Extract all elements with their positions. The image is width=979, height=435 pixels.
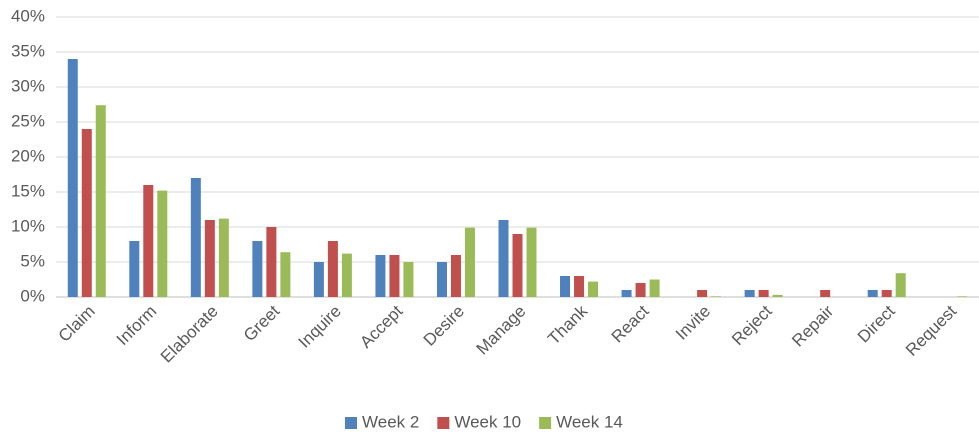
bar	[758, 290, 769, 297]
bar	[464, 227, 475, 297]
legend-label: Week 2	[362, 412, 419, 431]
bar	[252, 241, 263, 297]
x-tick-label: Invite	[672, 302, 714, 344]
bar	[512, 234, 523, 297]
x-tick-label: Inform	[113, 302, 161, 350]
bar	[81, 129, 92, 297]
legend-swatch	[345, 417, 357, 429]
bar	[772, 294, 783, 297]
x-tick-label: Request	[902, 301, 960, 359]
y-tick-label: 0%	[20, 286, 45, 305]
legend-swatch	[539, 417, 552, 429]
x-tick-label: Elaborate	[157, 302, 222, 367]
bar	[95, 105, 106, 297]
bar	[621, 290, 632, 297]
bar	[957, 296, 968, 297]
bar	[389, 255, 400, 297]
x-tick-label: Greet	[240, 301, 284, 345]
legend-label: Week 14	[556, 412, 623, 431]
bar	[67, 59, 78, 297]
bar	[266, 227, 277, 297]
y-tick-label: 35%	[11, 41, 45, 60]
y-tick-label: 5%	[20, 251, 45, 270]
bar	[560, 276, 571, 297]
bar	[341, 253, 352, 297]
bar	[450, 255, 461, 297]
bar	[280, 252, 291, 297]
bar	[711, 296, 722, 297]
y-tick-label: 20%	[11, 146, 45, 165]
bar	[157, 190, 168, 297]
bar	[313, 262, 324, 297]
x-tick-label: Repair	[788, 301, 837, 350]
bar	[327, 241, 338, 297]
bar	[204, 220, 215, 297]
bar	[588, 281, 599, 297]
bar	[867, 290, 878, 297]
y-tick-label: 10%	[11, 216, 45, 235]
y-tick-label: 15%	[11, 181, 45, 200]
bar	[649, 279, 660, 297]
x-tick-label: Reject	[728, 301, 776, 349]
bar	[190, 178, 201, 297]
y-tick-label: 25%	[11, 111, 45, 130]
bar	[436, 262, 447, 297]
legend-label: Week 10	[454, 412, 521, 431]
y-tick-label: 30%	[11, 76, 45, 95]
bar	[820, 290, 831, 297]
x-tick-label: Desire	[420, 302, 468, 350]
bar	[143, 185, 154, 297]
bar	[635, 283, 646, 297]
x-tick-label: Manage	[473, 302, 530, 359]
bar	[744, 290, 755, 297]
y-tick-label: 40%	[11, 6, 45, 25]
bar	[498, 220, 509, 297]
bar	[574, 276, 585, 297]
x-tick-label: React	[608, 301, 653, 346]
bar	[375, 255, 386, 297]
bar	[403, 262, 414, 297]
x-tick-label: Direct	[854, 301, 899, 346]
bar	[697, 290, 708, 297]
x-tick-label: Claim	[55, 302, 99, 346]
bar	[218, 218, 229, 297]
legend-swatch	[437, 417, 450, 429]
x-tick-label: Accept	[356, 301, 406, 351]
bar	[129, 241, 140, 297]
bar	[526, 227, 537, 297]
x-tick-label: Thank	[544, 301, 591, 348]
bar	[881, 290, 892, 297]
x-tick-label: Inquire	[295, 302, 345, 352]
bar	[895, 273, 906, 297]
